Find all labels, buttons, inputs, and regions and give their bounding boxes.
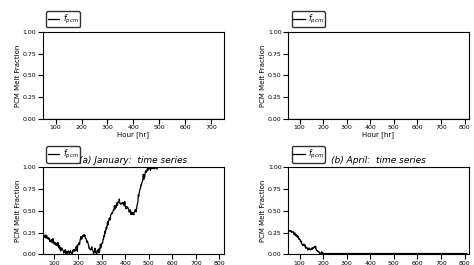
Legend: $f_{pcm}$: $f_{pcm}$ [46,147,80,163]
Legend: $f_{pcm}$: $f_{pcm}$ [292,11,325,27]
Text: (b) April:  time series: (b) April: time series [331,156,426,165]
Legend: $f_{pcm}$: $f_{pcm}$ [46,11,80,27]
Y-axis label: PCM Melt Fraction: PCM Melt Fraction [15,44,21,107]
Y-axis label: PCM Melt Fraction: PCM Melt Fraction [15,180,21,242]
X-axis label: Hour [hr]: Hour [hr] [118,132,149,139]
X-axis label: Hour [hr]: Hour [hr] [363,132,394,139]
Legend: $f_{pcm}$: $f_{pcm}$ [292,147,325,163]
Y-axis label: PCM Melt Fraction: PCM Melt Fraction [260,180,266,242]
Text: (a) January:  time series: (a) January: time series [79,156,188,165]
Y-axis label: PCM Melt Fraction: PCM Melt Fraction [260,44,266,107]
